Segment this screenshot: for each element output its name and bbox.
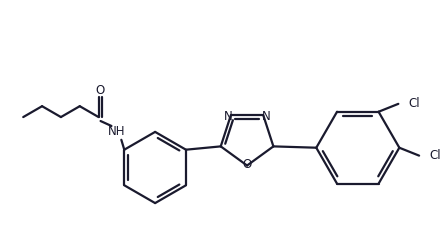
Text: NH: NH	[107, 125, 125, 138]
Text: Cl: Cl	[429, 149, 440, 162]
Text: O: O	[242, 158, 252, 171]
Text: O: O	[95, 84, 104, 97]
Text: N: N	[262, 110, 271, 123]
Text: N: N	[223, 110, 232, 123]
Text: Cl: Cl	[408, 97, 420, 110]
